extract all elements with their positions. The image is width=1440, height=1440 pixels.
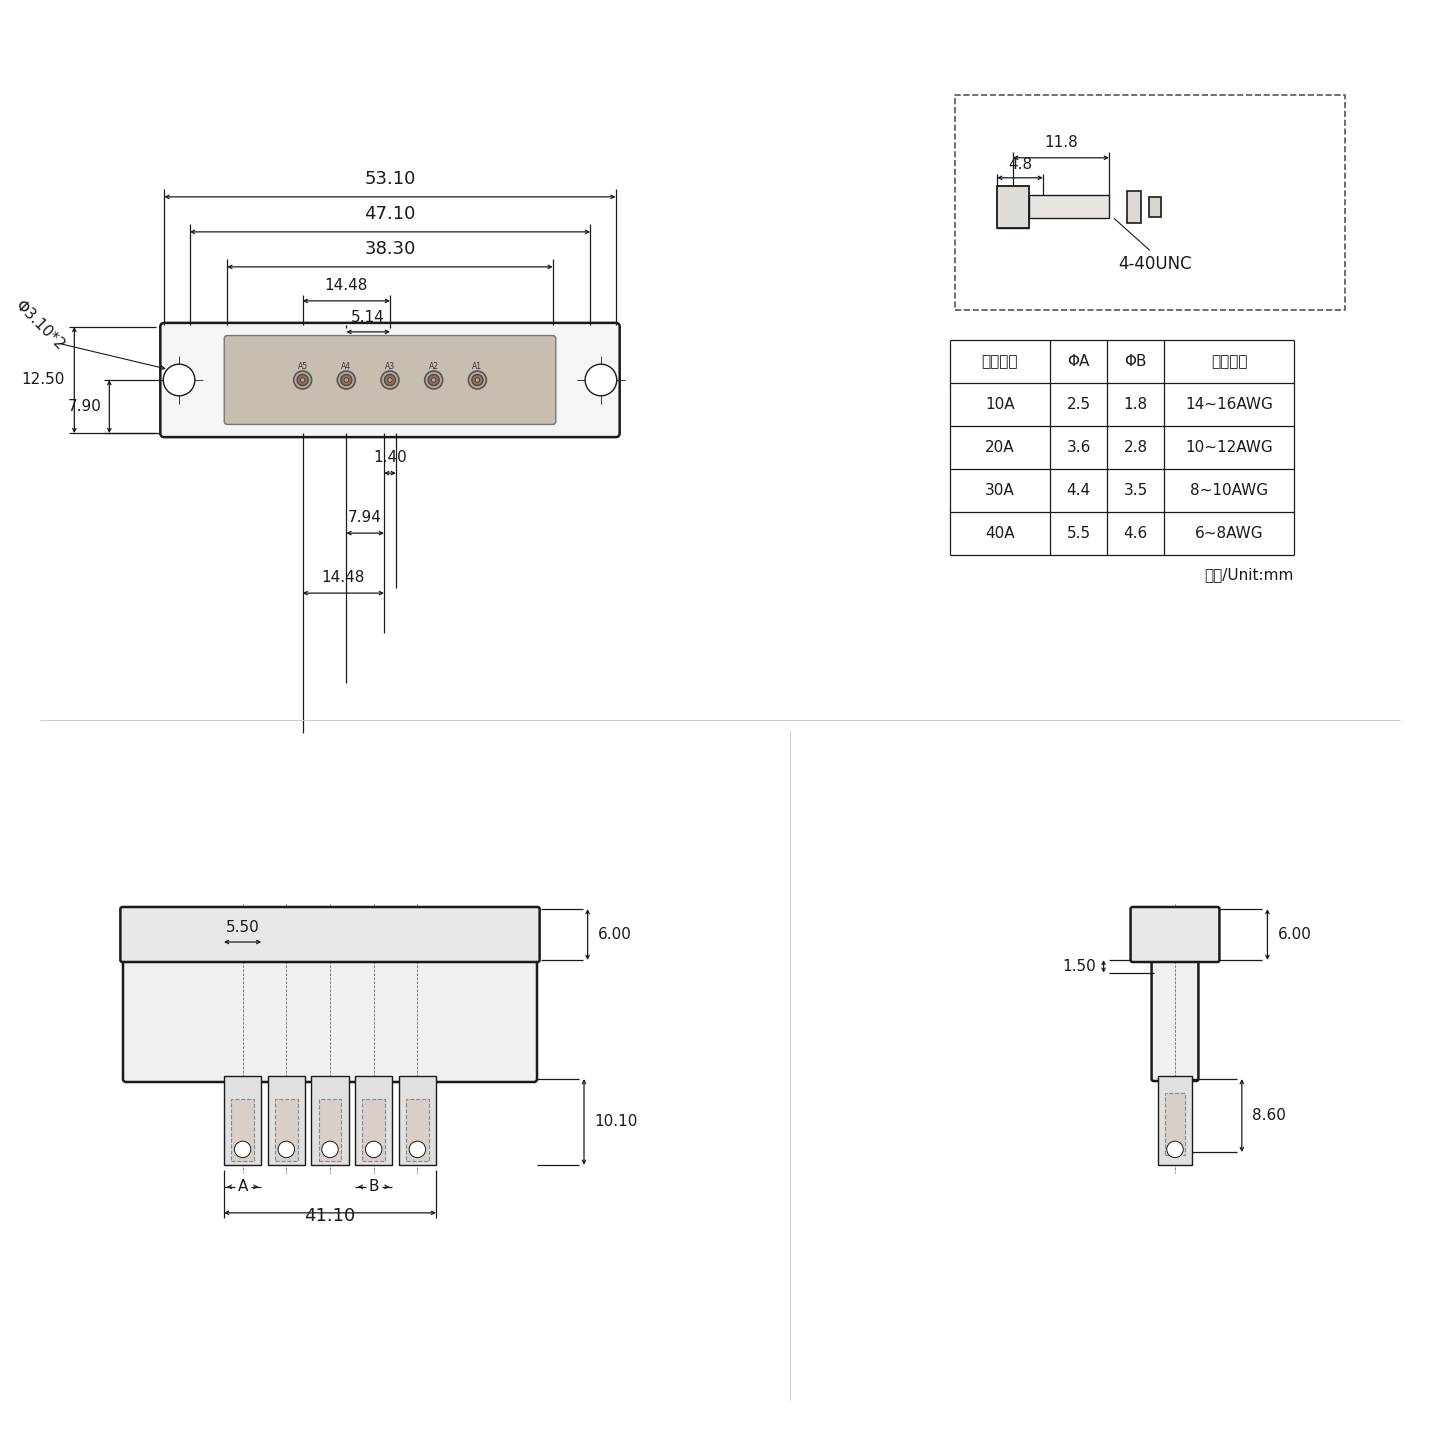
- Text: 1.50: 1.50: [1061, 959, 1096, 973]
- Circle shape: [387, 377, 392, 382]
- Text: 3.6: 3.6: [1066, 441, 1090, 455]
- Circle shape: [163, 364, 194, 396]
- Text: A1: A1: [472, 361, 482, 370]
- Text: X: X: [359, 340, 422, 420]
- FancyBboxPatch shape: [122, 958, 537, 1081]
- Text: 41.10: 41.10: [304, 1207, 356, 1225]
- Text: 线材规格: 线材规格: [1211, 354, 1247, 369]
- Text: 1.8: 1.8: [1123, 397, 1148, 412]
- Circle shape: [382, 372, 399, 389]
- Circle shape: [297, 374, 308, 386]
- Circle shape: [425, 372, 442, 389]
- Text: 14.48: 14.48: [321, 570, 364, 585]
- Text: 4.6: 4.6: [1123, 526, 1148, 541]
- Circle shape: [472, 374, 482, 386]
- Text: 30A: 30A: [985, 482, 1015, 498]
- FancyBboxPatch shape: [1152, 958, 1198, 1081]
- Bar: [275, 1099, 298, 1161]
- FancyBboxPatch shape: [225, 336, 556, 425]
- Circle shape: [278, 1140, 295, 1158]
- Text: 7.90: 7.90: [68, 399, 101, 415]
- Text: A5: A5: [298, 361, 308, 370]
- Text: 10~12AWG: 10~12AWG: [1185, 441, 1273, 455]
- Text: 11.8: 11.8: [1044, 135, 1079, 150]
- Circle shape: [301, 377, 305, 382]
- Text: 4.8: 4.8: [1008, 157, 1032, 171]
- Text: Φ3.10*2: Φ3.10*2: [12, 298, 66, 353]
- Text: 14~16AWG: 14~16AWG: [1185, 397, 1273, 412]
- Circle shape: [409, 1140, 426, 1158]
- Bar: [311, 1076, 348, 1165]
- Text: B: B: [369, 1179, 379, 1194]
- Text: 10A: 10A: [985, 397, 1015, 412]
- FancyBboxPatch shape: [160, 323, 619, 438]
- Circle shape: [384, 374, 396, 386]
- Text: 8~10AWG: 8~10AWG: [1189, 482, 1269, 498]
- Text: 单位/Unit:mm: 单位/Unit:mm: [1205, 567, 1295, 582]
- Bar: [356, 1076, 392, 1165]
- Bar: [268, 1076, 305, 1165]
- Text: 额定电流: 额定电流: [982, 354, 1018, 369]
- Circle shape: [341, 374, 351, 386]
- Bar: [1128, 192, 1140, 223]
- Circle shape: [1166, 1140, 1184, 1158]
- Bar: [1030, 196, 1109, 219]
- Text: 3.5: 3.5: [1123, 482, 1148, 498]
- Text: 6.00: 6.00: [1277, 927, 1312, 942]
- Text: 10.10: 10.10: [595, 1115, 638, 1129]
- Circle shape: [235, 1140, 251, 1158]
- Circle shape: [337, 372, 356, 389]
- Text: 53.10: 53.10: [364, 170, 416, 187]
- Text: 6.00: 6.00: [598, 927, 632, 942]
- Bar: [1149, 197, 1161, 217]
- Text: A4: A4: [341, 361, 351, 370]
- Circle shape: [321, 1140, 338, 1158]
- Text: 20A: 20A: [985, 441, 1015, 455]
- Text: 12.50: 12.50: [22, 373, 65, 387]
- Bar: [1165, 1093, 1185, 1155]
- Text: 47.10: 47.10: [364, 204, 416, 223]
- Circle shape: [432, 377, 436, 382]
- Text: 7.94: 7.94: [348, 510, 382, 526]
- Circle shape: [475, 377, 480, 382]
- Circle shape: [468, 372, 487, 389]
- Text: 6~8AWG: 6~8AWG: [1195, 526, 1263, 541]
- Text: ΦA: ΦA: [1067, 354, 1090, 369]
- Text: 8.60: 8.60: [1251, 1107, 1286, 1123]
- Bar: [406, 1099, 429, 1161]
- Circle shape: [366, 1140, 382, 1158]
- Text: 14.48: 14.48: [324, 278, 369, 292]
- Text: A2: A2: [429, 361, 439, 370]
- Text: 2.8: 2.8: [1123, 441, 1148, 455]
- Text: A3: A3: [384, 361, 395, 370]
- Text: 40A: 40A: [985, 526, 1015, 541]
- Bar: [996, 186, 1030, 228]
- Text: 1.40: 1.40: [373, 451, 408, 465]
- Bar: [399, 1076, 436, 1165]
- Circle shape: [585, 364, 616, 396]
- Circle shape: [428, 374, 439, 386]
- Text: 5.5: 5.5: [1067, 526, 1090, 541]
- Text: 38.30: 38.30: [364, 240, 416, 258]
- Text: 5.14: 5.14: [351, 310, 384, 325]
- FancyBboxPatch shape: [1130, 907, 1220, 962]
- Bar: [225, 1076, 261, 1165]
- Circle shape: [294, 372, 311, 389]
- Text: A: A: [238, 1179, 248, 1194]
- FancyBboxPatch shape: [121, 907, 540, 962]
- Text: 2.5: 2.5: [1067, 397, 1090, 412]
- Bar: [318, 1099, 341, 1161]
- Bar: [363, 1099, 384, 1161]
- Bar: [1158, 1076, 1192, 1165]
- Text: 4-40UNC: 4-40UNC: [1119, 255, 1192, 272]
- Text: ΦB: ΦB: [1125, 354, 1146, 369]
- Text: 4.4: 4.4: [1067, 482, 1090, 498]
- Text: 5.50: 5.50: [226, 920, 259, 935]
- Circle shape: [344, 377, 348, 382]
- Bar: [232, 1099, 253, 1161]
